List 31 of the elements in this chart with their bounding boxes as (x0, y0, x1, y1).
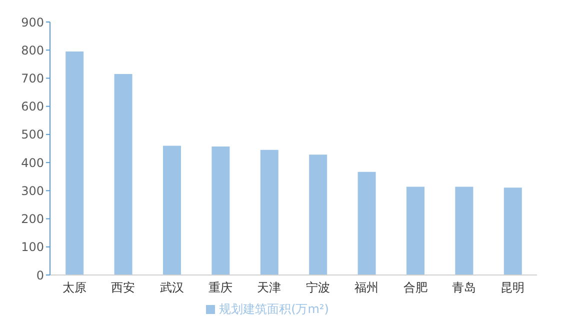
x-tick-label: 宁波 (306, 280, 330, 295)
bar (162, 146, 181, 275)
y-tick-label: 100 (21, 240, 44, 254)
y-tick-label: 200 (21, 212, 44, 226)
bar (260, 150, 278, 275)
y-tick-label: 300 (21, 184, 44, 198)
bar (504, 188, 522, 275)
x-tick-label: 青岛 (452, 280, 476, 295)
bar (455, 186, 474, 275)
x-tick-label: 重庆 (208, 280, 232, 295)
y-tick-label: 0 (36, 268, 44, 282)
bar (309, 154, 328, 275)
x-tick-label: 武汉 (160, 280, 184, 295)
bar (406, 186, 424, 275)
x-tick-label: 太原 (62, 280, 86, 295)
bar (358, 172, 376, 275)
x-tick-label: 合肥 (403, 280, 428, 295)
x-tick-label: 昆明 (500, 280, 525, 295)
y-tick-label: 700 (21, 71, 44, 86)
legend-label: 规划建筑面积(万m²) (219, 302, 329, 316)
x-tick-label: 西安 (111, 280, 136, 295)
x-tick-label: 福州 (354, 280, 379, 295)
y-tick-label: 600 (21, 100, 44, 114)
x-tick-label: 天津 (257, 280, 282, 295)
y-tick-label: 400 (21, 156, 44, 170)
y-tick-label: 500 (21, 128, 44, 142)
bar (66, 52, 84, 275)
bar (114, 74, 132, 275)
y-tick-label: 900 (21, 15, 44, 30)
bar (212, 146, 230, 275)
y-tick-label: 800 (21, 43, 44, 58)
